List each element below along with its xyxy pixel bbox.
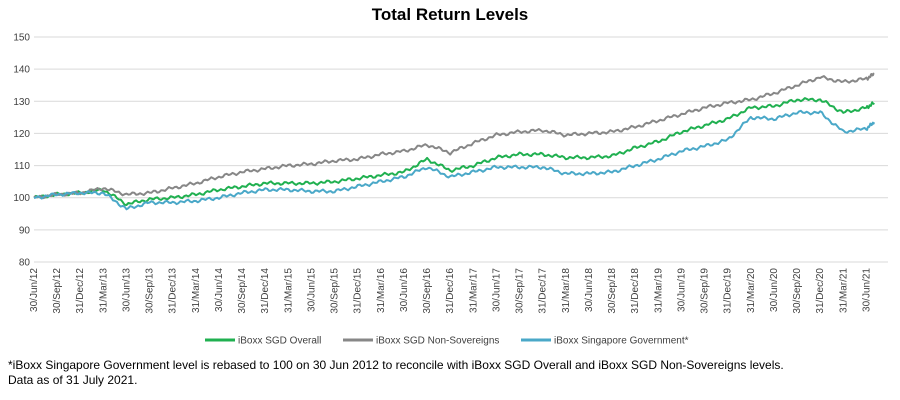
y-tick-label-100: 100 — [13, 193, 30, 204]
x-tick-label: 30/Jun/17 — [491, 268, 502, 312]
y-tick-label-80: 80 — [19, 258, 31, 269]
x-tick-label: 30/Sep/17 — [515, 268, 526, 314]
x-tick-label: 31/Dec/12 — [75, 268, 86, 314]
x-tick-label: 31/Dec/20 — [815, 268, 826, 314]
x-tick-label: 30/Sep/19 — [700, 268, 711, 314]
x-tick-label: 31/Mar/18 — [561, 268, 572, 313]
x-tick-label: 31/Mar/13 — [98, 268, 109, 313]
x-tick-label: 31/Mar/14 — [191, 268, 202, 313]
series-line-2 — [33, 109, 876, 211]
x-tick-label: 31/Dec/18 — [630, 268, 641, 314]
y-tick-label-130: 130 — [13, 97, 30, 108]
legend: iBoxx SGD Overall iBoxx SGD Non-Sovereign… — [205, 336, 689, 347]
x-tick-label: 30/Sep/14 — [237, 268, 248, 314]
x-tick-label: 30/Sep/12 — [52, 268, 63, 314]
y-axis-ticks: 80 90 100 110 120 130 140 150 — [13, 33, 30, 269]
legend-label-1: iBoxx SGD Non-Sovereigns — [376, 336, 499, 347]
x-axis-ticks: 30/Jun/12 30/Sep/12 31/Dec/12 31/Mar/13 30/J… — [29, 268, 872, 314]
x-tick-label: 31/Mar/19 — [653, 268, 664, 313]
series-lines — [33, 72, 876, 211]
chart-title: Total Return Levels — [372, 5, 529, 24]
x-tick-label: 30/Sep/18 — [607, 268, 618, 314]
x-tick-label: 30/Sep/16 — [422, 268, 433, 314]
x-tick-label: 31/Dec/13 — [168, 268, 179, 314]
x-tick-label: 31/Mar/17 — [468, 268, 479, 313]
x-tick-label: 30/Jun/21 — [861, 268, 872, 312]
x-tick-label: 31/Dec/14 — [260, 268, 271, 314]
x-tick-label: 30/Jun/15 — [306, 268, 317, 312]
x-tick-label: 30/Jun/19 — [676, 268, 687, 312]
footnote-line-1: *iBoxx Singapore Government level is reb… — [8, 358, 784, 372]
x-tick-label: 30/Jun/16 — [399, 268, 410, 312]
footnote-line-2: Data as of 31 July 2021. — [8, 373, 138, 387]
gridlines — [34, 36, 888, 263]
series-line-1 — [33, 72, 875, 200]
x-tick-label: 30/Jun/14 — [214, 268, 225, 312]
x-tick-label: 31/Dec/16 — [445, 268, 456, 314]
x-tick-label: 31/Mar/21 — [838, 268, 849, 313]
x-tick-label: 30/Jun/18 — [584, 268, 595, 312]
x-tick-label: 31/Mar/20 — [746, 268, 757, 313]
y-tick-label-110: 110 — [14, 161, 30, 172]
x-tick-label: 30/Jun/20 — [769, 268, 780, 312]
x-tick-label: 31/Dec/17 — [538, 268, 549, 314]
y-tick-label-140: 140 — [13, 65, 30, 76]
y-tick-label-120: 120 — [13, 129, 30, 140]
x-tick-label: 31/Mar/15 — [283, 268, 294, 313]
x-tick-label: 31/Dec/15 — [353, 268, 364, 314]
legend-label-0: iBoxx SGD Overall — [238, 336, 321, 347]
x-tick-label: 30/Sep/13 — [145, 268, 156, 314]
x-tick-label: 30/Jun/12 — [29, 268, 40, 312]
x-tick-label: 30/Sep/20 — [792, 268, 803, 314]
y-tick-label-150: 150 — [13, 33, 30, 44]
x-tick-label: 30/Jun/13 — [121, 268, 132, 312]
x-tick-label: 30/Sep/15 — [330, 268, 341, 314]
legend-label-2: iBoxx Singapore Government* — [554, 336, 689, 347]
footnote: *iBoxx Singapore Government level is reb… — [8, 358, 892, 388]
y-tick-label-90: 90 — [19, 225, 31, 236]
x-tick-label: 31/Mar/16 — [376, 268, 387, 313]
series-line-0 — [33, 97, 875, 206]
x-tick-label: 31/Dec/19 — [723, 268, 734, 314]
